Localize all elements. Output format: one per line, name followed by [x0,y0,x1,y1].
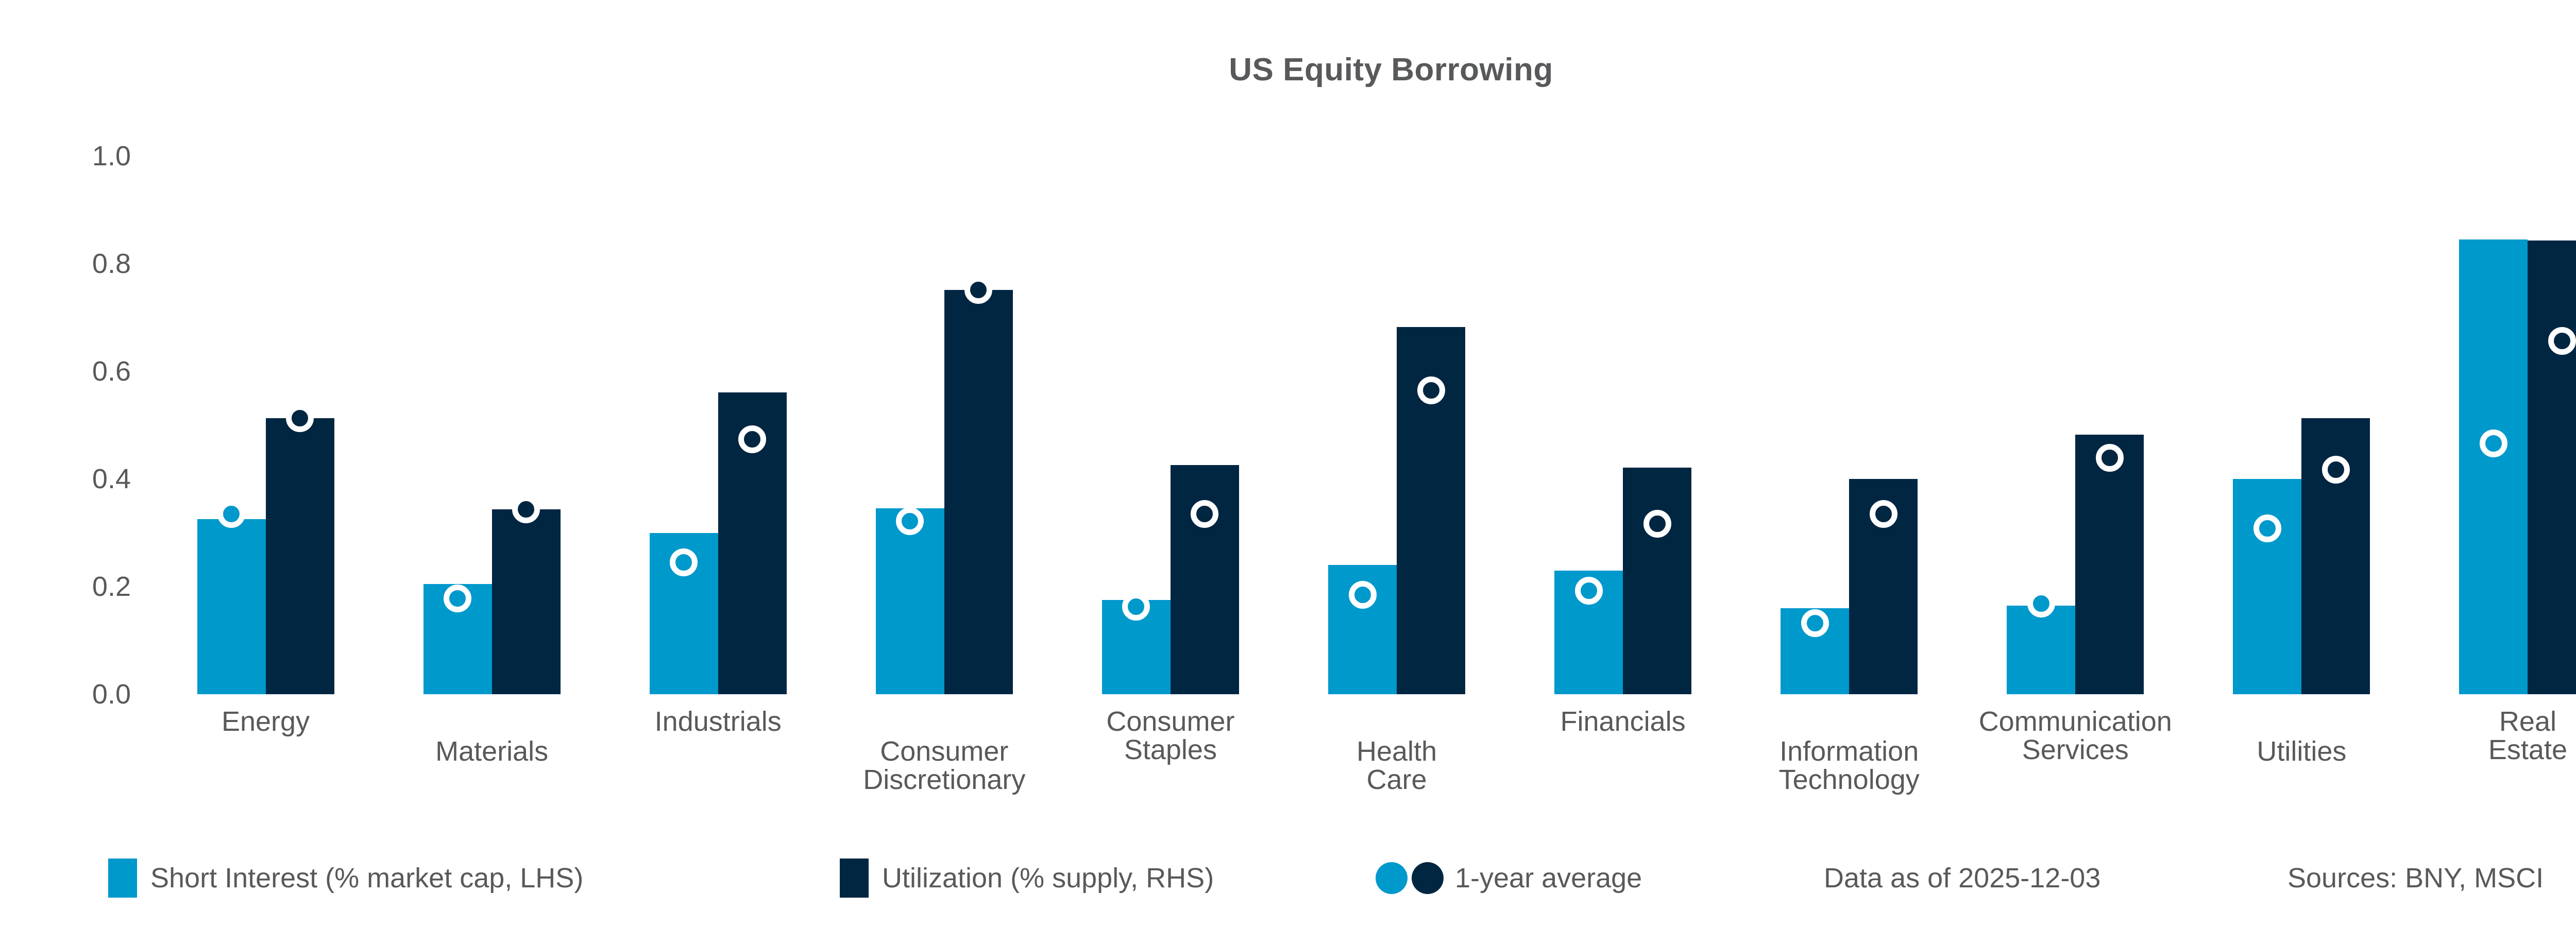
marker-1y-average-short-interest [1122,592,1150,621]
marker-1y-average-short-interest [2479,430,2507,458]
circle-marker-icon [1412,862,1444,894]
marker-1y-average-short-interest [217,500,246,528]
legend-item[interactable]: Short Interest (% market cap, LHS) [108,855,583,901]
marker-1y-average-short-interest [444,584,472,612]
x-axis-label-financials: Financials [1560,706,1686,737]
x-axis-label-communication-services: Communication Services [1978,706,2172,766]
bar-group[interactable] [423,156,561,694]
bar-group[interactable] [1781,156,1918,694]
sources-text: Sources: BNY, MSCI [2287,863,2544,894]
marker-1y-average-short-interest [2027,590,2055,618]
x-axis-label-consumer-discretionary: Consumer Discretionary [863,736,1026,796]
bar-group[interactable] [1554,156,1692,694]
bar-group[interactable] [197,156,334,694]
bar-short-interest[interactable] [2459,239,2528,694]
bar-utilization[interactable] [265,418,334,694]
marker-1y-average-short-interest [670,548,698,576]
marker-1y-average-utilization [2095,444,2124,472]
bar-short-interest[interactable] [2233,479,2302,694]
y-axis-left-tick: 0.2 [92,571,131,602]
y-axis-left-tick: 0.4 [92,464,131,494]
x-axis-label-health-care: Health Care [1356,736,1437,796]
marker-1y-average-utilization [2548,327,2576,355]
bar-short-interest[interactable] [197,519,266,694]
plot-area: 0.00.20.40.60.81.005101520EnergyMaterial… [92,141,2576,794]
y-axis-left-tick: 0.6 [92,356,131,387]
x-axis-label-real-estate: Real Estate [2488,706,2567,766]
legend-label-short-interest: Short Interest (% market cap, LHS) [150,863,584,894]
x-axis-label-consumer-staples: Consumer Staples [1106,706,1235,766]
bar-short-interest[interactable] [875,508,944,694]
bar-group[interactable] [2007,156,2144,694]
marker-1y-average-utilization [512,495,540,524]
marker-1y-average-utilization [738,425,767,454]
bar-utilization[interactable] [1170,465,1239,694]
marker-1y-average-short-interest [1574,577,1603,605]
bar-utilization[interactable] [1623,467,1692,694]
circle-marker-icon [1376,862,1408,894]
bar-group[interactable] [875,156,1013,694]
chart-legend: Short Interest (% market cap, LHS) Utiliz… [0,855,2576,906]
bar-group[interactable] [2233,156,2370,694]
bar-group[interactable] [1328,156,1465,694]
square-swatch-light-blue-icon [108,859,137,898]
bar-group[interactable] [649,156,787,694]
bar-group[interactable] [2459,156,2576,694]
data-as-of-text: Data as of 2025-12-03 [1824,863,2101,894]
marker-1y-average-short-interest [2253,514,2281,543]
legend-label-1-year-average: 1-year average [1455,863,1642,894]
bar-utilization[interactable] [944,289,1013,694]
square-swatch-navy-icon [840,859,869,898]
data-as-of-note: Data as of 2025-12-03 [1824,855,2100,901]
x-axis-label-materials: Materials [435,736,549,767]
bar-utilization[interactable] [2075,435,2144,694]
x-axis-label-industrials: Industrials [654,706,782,737]
y-axis-left-tick: 1.0 [92,141,131,171]
marker-1y-average-utilization [2321,456,2350,484]
x-axis-label-utilities: Utilities [2257,736,2347,767]
bar-short-interest[interactable] [2007,605,2076,694]
marker-1y-average-short-interest [896,507,924,535]
bar-utilization[interactable] [492,509,561,694]
x-axis-label-information-technology: Information Technology [1778,736,1920,796]
marker-1y-average-utilization [1869,500,1897,528]
bar-group[interactable] [1101,156,1239,694]
legend-label-utilization: Utilization (% supply, RHS) [882,863,1214,894]
legend-item[interactable]: 1-year average [1376,855,1642,901]
legend-item[interactable]: Utilization (% supply, RHS) [840,855,1214,901]
marker-1y-average-utilization [1191,500,1219,528]
marker-1y-average-short-interest [1348,580,1377,609]
page-title: US Equity Borrowing [1229,52,1553,88]
marker-1y-average-utilization [286,404,314,433]
marker-1y-average-short-interest [1801,609,1829,638]
bar-utilization[interactable] [2528,241,2576,694]
y-axis-left-tick: 0.0 [92,679,131,710]
marker-1y-average-utilization [964,276,993,304]
marker-1y-average-utilization [1417,376,1445,404]
sources-note: Sources: BNY, MSCI [2287,855,2544,901]
marker-1y-average-utilization [1643,509,1671,538]
x-axis-label-energy: Energy [221,706,310,737]
y-axis-left-tick: 0.8 [92,248,131,279]
